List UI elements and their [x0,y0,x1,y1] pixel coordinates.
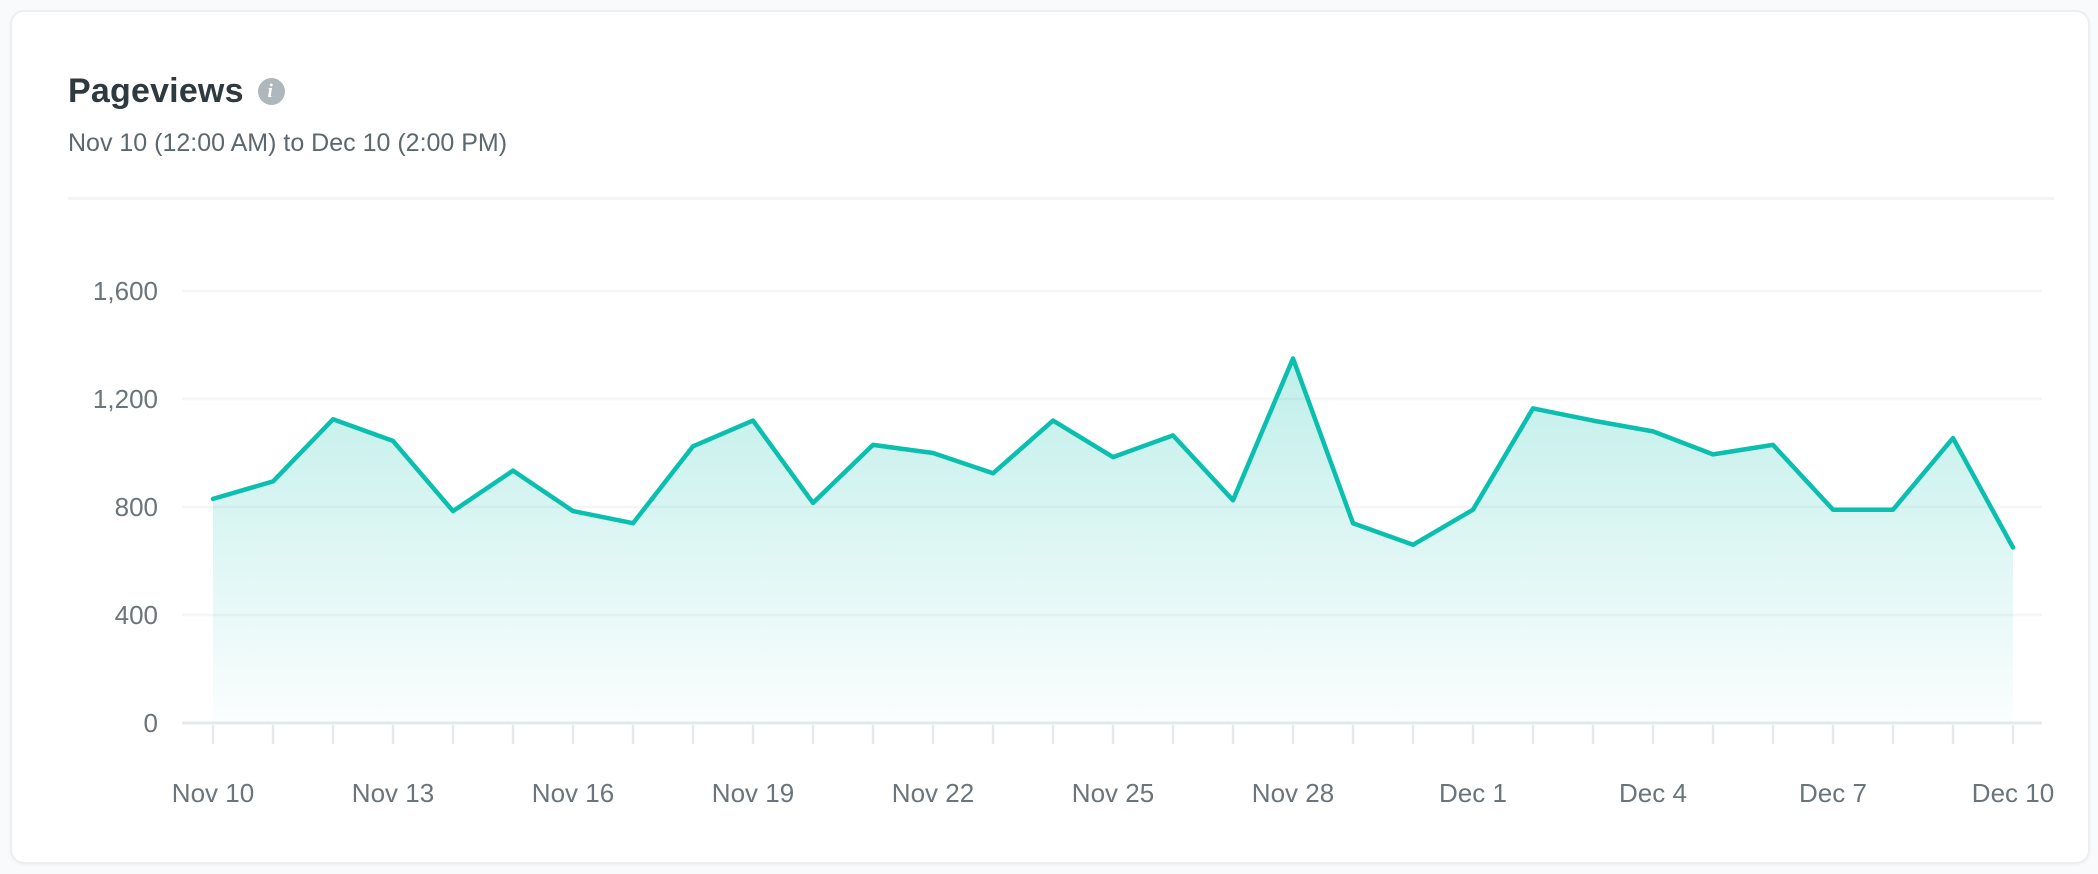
x-tick-label: Nov 19 [712,778,794,808]
area-fill [213,358,2013,723]
y-tick-label: 0 [144,708,158,738]
y-tick-label: 1,200 [93,384,158,414]
y-tick-label: 400 [115,600,158,630]
x-tick-label: Nov 25 [1072,778,1154,808]
x-tick-label: Dec 7 [1799,778,1867,808]
trend-line [210,356,2016,550]
x-tick-label: Dec 1 [1439,778,1507,808]
x-tick-label: Nov 22 [892,778,974,808]
chart-header: Pageviews i Nov 10 (12:00 AM) to Dec 10 … [68,72,507,158]
info-icon[interactable]: i [257,78,285,105]
date-range-subtitle: Nov 10 (12:00 AM) to Dec 10 (2:00 PM) [68,129,508,157]
x-tick-label: Nov 13 [352,778,434,808]
header-divider [68,197,2054,200]
y-tick-label: 1,600 [93,276,158,306]
x-tick-label: Dec 10 [1972,778,2054,808]
x-tick-label: Nov 16 [532,778,614,808]
x-tick-label: Nov 28 [1252,778,1334,808]
x-tick-label: Dec 4 [1619,778,1687,808]
x-tick-label: Nov 10 [172,778,254,808]
y-tick-label: 800 [115,492,158,522]
page-title: Pageviews [68,72,244,110]
